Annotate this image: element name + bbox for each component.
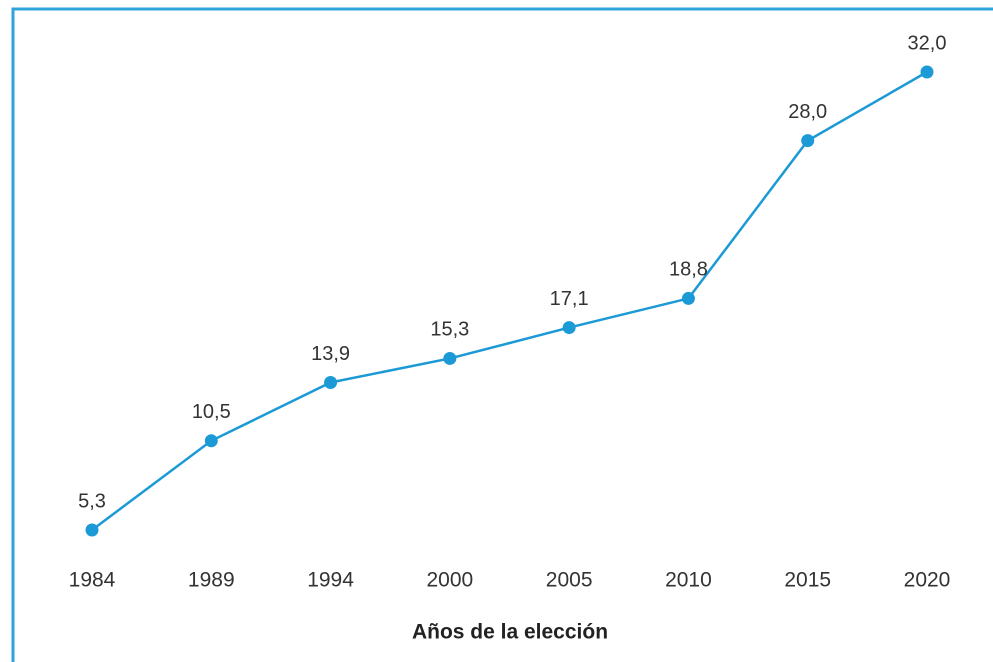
line: [91, 70, 928, 532]
x-tick-label: 1984: [69, 569, 116, 592]
point: [920, 65, 934, 79]
point: [681, 291, 695, 305]
value-label: 15,3: [430, 319, 469, 341]
point: [562, 321, 576, 335]
point: [85, 523, 99, 537]
point: [204, 434, 218, 448]
x-axis-title: Años de la elección: [412, 621, 608, 644]
x-tick-label: 2005: [546, 569, 593, 592]
value-label: 18,8: [669, 259, 708, 281]
frame: [11, 7, 993, 662]
value-label: 13,9: [311, 343, 350, 365]
value-label: 32,0: [908, 32, 947, 54]
x-tick-label: 1989: [188, 569, 235, 592]
point: [443, 351, 457, 365]
value-label: 10,5: [192, 401, 231, 423]
value-label: 5,3: [78, 490, 106, 512]
x-tick-label: 1994: [307, 569, 354, 592]
x-tick-label: 2020: [904, 569, 951, 592]
x-tick-label: 2010: [665, 569, 712, 592]
x-tick-label: 2000: [426, 569, 473, 592]
x-tick-label: 2015: [784, 569, 831, 592]
value-label: 28,0: [788, 101, 827, 123]
point: [801, 134, 815, 148]
point: [324, 375, 338, 389]
value-label: 17,1: [550, 288, 589, 310]
